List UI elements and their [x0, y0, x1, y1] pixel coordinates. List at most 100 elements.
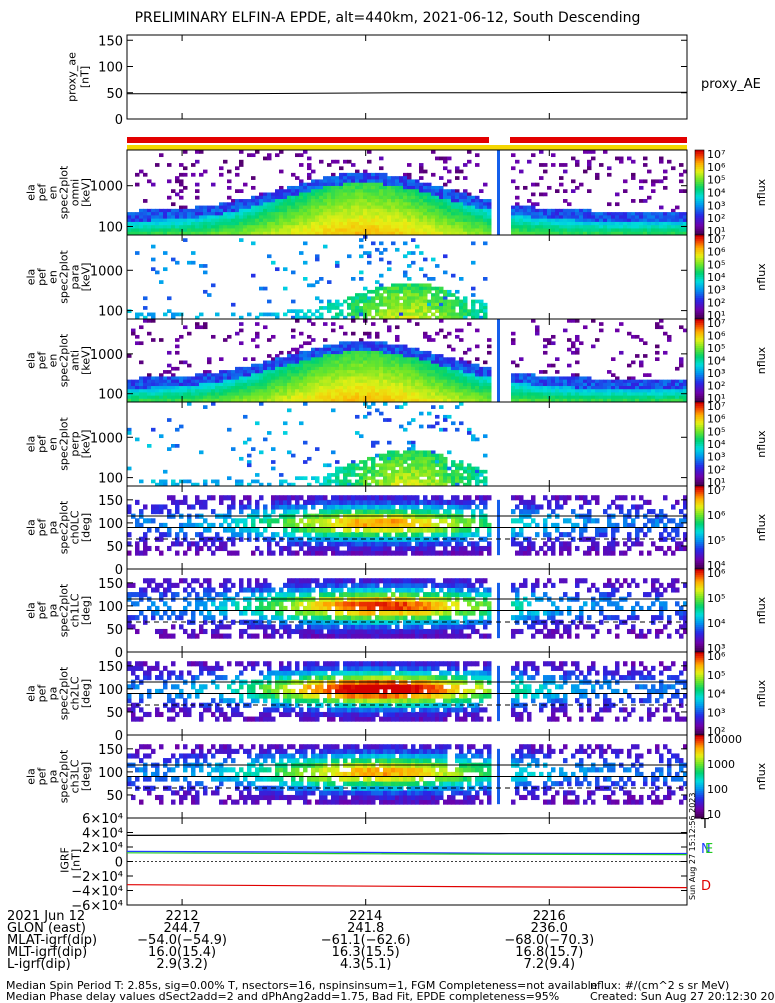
spectrogram-en3-cell	[643, 396, 648, 400]
spectrogram-en1-cell	[475, 215, 480, 219]
spectrogram-en3-cell	[219, 373, 224, 377]
spectrogram-en3-cell	[675, 392, 680, 396]
spectrogram-en4-cell	[371, 441, 376, 445]
spectrogram-en3-cell	[147, 380, 152, 384]
spectrogram-en1-cell	[579, 183, 584, 187]
spectrogram-en3-cell	[387, 380, 392, 384]
spectrogram-en3-cell	[483, 361, 488, 365]
spectrogram-en3-cell	[243, 376, 248, 380]
spectrogram-en4-cell	[247, 463, 252, 467]
spectrogram-en1-cell	[675, 206, 680, 210]
spectrogram-en1-cell	[331, 212, 336, 216]
spectrogram-en1-cell	[247, 209, 252, 213]
spectrogram-en1-cell	[363, 170, 368, 174]
spectrogram-en1-cell	[523, 228, 528, 232]
spectrogram-en1-cell	[291, 189, 296, 193]
spectrogram-en3-cell	[355, 364, 360, 368]
spectrogram-en3-cell	[187, 376, 192, 380]
spectrogram-en1-cell	[359, 206, 364, 210]
spectrogram-en2-cell	[387, 306, 392, 310]
spectrogram-en2-cell	[459, 277, 464, 281]
spectrogram-en1-cell	[367, 189, 372, 193]
spectrogram-en3-cell	[287, 396, 292, 400]
spectrogram-en3-cell	[679, 361, 684, 365]
spectrogram-en1-cell	[563, 212, 568, 216]
spectrogram-en3-cell	[659, 383, 664, 387]
spectrogram-en1-cell	[383, 202, 388, 206]
spectrogram-en2-cell	[423, 258, 428, 262]
spectrogram-en3-cell	[671, 383, 676, 387]
spectrogram-en1-cell	[651, 219, 656, 223]
spectrogram-en4-cell	[263, 438, 268, 442]
spectrogram-en1-cell	[487, 215, 492, 219]
spectrogram-en1-cell	[375, 206, 380, 210]
spectrogram-en3-cell	[567, 396, 572, 400]
spectrogram-en1-cell	[291, 199, 296, 203]
spectrogram-en3-cell	[651, 389, 656, 393]
spectrogram-en3-cell	[339, 325, 344, 329]
spectrogram-en1-cell	[395, 186, 400, 190]
spectrogram-en1-cell	[371, 206, 376, 210]
spectrogram-en3-cell	[395, 392, 400, 396]
spectrogram-en1-cell	[627, 215, 632, 219]
spectrogram-en3-cell	[411, 364, 416, 368]
spectrogram-en1-cell	[255, 209, 260, 213]
spectrogram-en2-cell	[419, 251, 424, 255]
spectrogram-en2-cell	[383, 303, 388, 307]
spectrogram-en2-cell	[387, 313, 392, 317]
spectrogram-en3-cell	[235, 383, 240, 387]
spectrogram-en1-cell	[267, 199, 272, 203]
spectrogram-en3-cell	[331, 389, 336, 393]
spectrogram-en1-cell	[399, 193, 404, 197]
spectrogram-en1-cell	[539, 193, 544, 197]
spectrogram-en1-cell	[367, 228, 372, 232]
spectrogram-en4-cell	[427, 450, 432, 454]
spectrogram-en1-cell	[667, 228, 672, 232]
spectrogram-en1-cell	[295, 202, 300, 206]
spectrogram-pa0-cell	[167, 528, 172, 533]
spectrogram-en3-cell	[427, 335, 432, 339]
spectrogram-en3-cell	[323, 392, 328, 396]
spectrogram-pa0-cell	[211, 541, 216, 546]
spectrogram-en1-cell	[355, 209, 360, 213]
spectrogram-en3-cell	[587, 392, 592, 396]
spectrogram-en3-cell	[367, 373, 372, 377]
spectrogram-en1-cell	[391, 199, 396, 203]
spectrogram-en3-cell	[523, 392, 528, 396]
spectrogram-en1-cell	[151, 225, 156, 229]
spectrogram-en3-cell	[655, 392, 660, 396]
spectrogram-en1-cell	[131, 225, 136, 229]
spectrogram-en3-cell	[439, 389, 444, 393]
spectrogram-en2-tick-label: 1000	[90, 264, 123, 279]
spectrogram-en3-cell	[531, 376, 536, 380]
spectrogram-en2-cell	[419, 303, 424, 307]
spectrogram-en4-cell	[383, 457, 388, 461]
spectrogram-en4-cell	[419, 467, 424, 471]
spectrogram-en1-cell	[415, 202, 420, 206]
spectrogram-en3-cell	[243, 373, 248, 377]
spectrogram-en1-cell	[619, 222, 624, 226]
spectrogram-en3-cell	[403, 351, 408, 355]
spectrogram-en4-cell	[343, 476, 348, 480]
spectrogram-en1-cell	[231, 212, 236, 216]
spectrogram-en2-cell	[419, 296, 424, 300]
spectrogram-en1-cell	[571, 215, 576, 219]
spectrogram-en1-cell	[615, 202, 620, 206]
spectrogram-en4-cell	[359, 434, 364, 438]
spectrogram-en3-cell	[651, 383, 656, 387]
spectrogram-en3-cell	[183, 376, 188, 380]
spectrogram-en2-cell	[439, 287, 444, 291]
spectrogram-en3-cell	[471, 373, 476, 377]
spectrogram-en1-cell	[663, 228, 668, 232]
spectrogram-en1-cell	[399, 222, 404, 226]
spectrogram-en1-cell	[419, 196, 424, 200]
spectrogram-en1-cell	[531, 193, 536, 197]
spectrogram-en3-cell	[483, 392, 488, 396]
spectrogram-en2-cell	[339, 309, 344, 313]
spectrogram-pa0-cell	[195, 532, 200, 537]
spectrogram-en2-cell	[275, 267, 280, 271]
spectrogram-en1-cell	[659, 212, 664, 216]
spectrogram-en3-cell	[299, 364, 304, 368]
spectrogram-en4-cell	[347, 467, 352, 471]
spectrogram-en1-cell	[539, 222, 544, 226]
